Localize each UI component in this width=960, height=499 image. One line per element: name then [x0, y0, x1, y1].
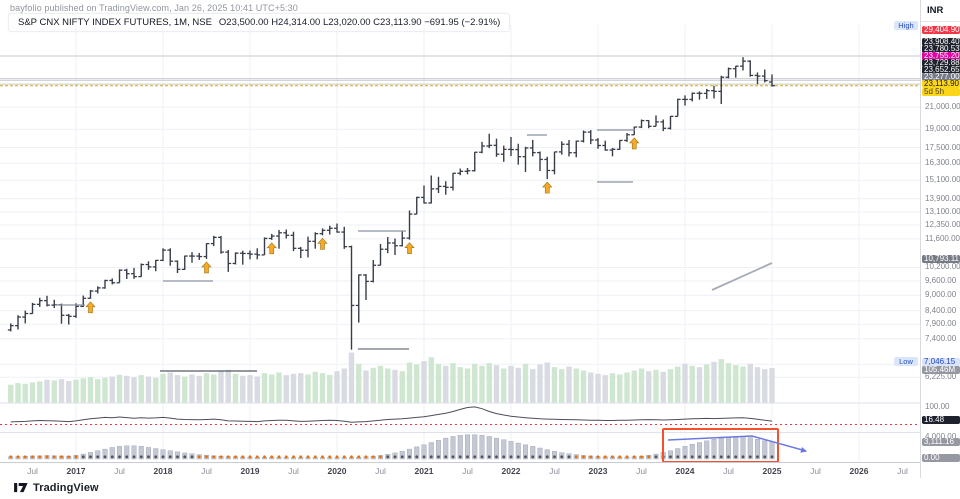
price-label: 16.48	[922, 416, 960, 424]
time-tick: 2025	[762, 466, 782, 476]
time-tick: Jul	[27, 466, 38, 476]
time-tick: Jul	[375, 466, 386, 476]
time-tick: 2021	[414, 466, 434, 476]
time-tick: Jul	[810, 466, 821, 476]
price-tick: 11,600.00	[925, 233, 960, 243]
time-tick: 2019	[240, 466, 260, 476]
price-tick: 12,350.00	[925, 219, 960, 229]
price-label: 105.46M	[922, 366, 960, 374]
time-scale[interactable]: Jul 2017 Jul 2018 Jul 2019 Jul 2020 Jul 2021 Jul 20…	[0, 462, 920, 479]
price-label: 5d 5h	[922, 87, 960, 96]
ohlc-quote: O23,500.00 H24,314.00 L23,020.00 C23,113…	[218, 17, 501, 28]
signal-dots	[9, 455, 774, 459]
time-tick: Jul	[897, 466, 908, 476]
time-tick: 2023	[588, 466, 608, 476]
price-label: 29,404.90	[922, 25, 960, 34]
price-tick: 9,600.00	[925, 275, 957, 285]
price-tick: 13,100.00	[925, 206, 960, 216]
time-tick: 2026	[849, 466, 869, 476]
tradingview-logo[interactable]: TradingView	[14, 481, 99, 494]
time-tick: 2020	[327, 466, 347, 476]
price-label: 0.00	[922, 454, 960, 462]
symbol-title: S&P CNX NIFTY INDEX FUTURES, 1M, NSE	[18, 17, 212, 28]
price-label: 10,793.11	[922, 254, 960, 263]
time-tick: 2018	[153, 466, 173, 476]
annotations[interactable]	[55, 129, 773, 372]
level-lines[interactable]	[0, 55, 920, 87]
time-tick: Jul	[636, 466, 647, 476]
time-tick: Jul	[288, 466, 299, 476]
price-label: 3,111.16	[922, 438, 960, 446]
low-badge: Low	[894, 357, 918, 366]
price-label: 7,046.15	[922, 358, 960, 366]
time-tick: 2017	[66, 466, 86, 476]
price-tick: 7,400.00	[925, 333, 957, 343]
time-tick: Jul	[114, 466, 125, 476]
tradingview-logo-icon	[14, 483, 28, 493]
attribution-text: bayfolio published on TradingView.com, J…	[10, 3, 298, 13]
price-tick: 17,500.00	[925, 142, 960, 152]
axis-separator	[921, 21, 960, 22]
price-label: 23,729.88	[922, 57, 960, 67]
price-tick: 15,100.00	[925, 175, 960, 185]
price-tick: 19,000.00	[925, 124, 960, 134]
price-scale[interactable]: INR 21,000.00 19,000.00 17,500.00 16,300.00…	[920, 0, 960, 478]
price-label: 23,277.00	[922, 71, 960, 81]
price-tick: 9,000.00	[925, 290, 957, 300]
symbol-info-pill[interactable]: S&P CNX NIFTY INDEX FUTURES, 1M, NSE O23,…	[8, 13, 511, 32]
time-tick: Jul	[549, 466, 560, 476]
price-label: 23,113.90	[922, 79, 960, 88]
price-tick: 7,900.00	[925, 319, 957, 329]
time-tick: 2022	[501, 466, 521, 476]
time-tick: Jul	[723, 466, 734, 476]
indicator-tick: 100.00	[925, 402, 950, 411]
price-bars	[7, 57, 775, 350]
price-tick: 21,000.00	[925, 102, 960, 111]
currency-label: INR	[927, 5, 944, 16]
high-badge: High	[894, 21, 918, 30]
price-tick: 10,200.00	[925, 262, 960, 272]
chart-canvas[interactable]	[0, 0, 920, 463]
price-label: 23,755.20	[922, 50, 960, 60]
price-tick: 8,400.00	[925, 305, 957, 315]
price-label: 23,780.53	[922, 43, 960, 53]
price-tick: 13,900.00	[925, 193, 960, 203]
volume-series	[8, 352, 775, 403]
indicator1-line	[0, 406, 920, 425]
tradingview-logo-text: TradingView	[33, 481, 99, 494]
price-tick: 16,300.00	[925, 158, 960, 168]
indicator2-histogram	[8, 434, 775, 460]
time-tick: Jul	[462, 466, 473, 476]
arrow-annotation	[667, 435, 807, 452]
time-tick: Jul	[201, 466, 212, 476]
chart-svg	[0, 25, 920, 463]
indicator-tick: 4,000.00	[925, 432, 957, 441]
pane-dividers	[0, 402, 920, 433]
price-label: 23,652.65	[922, 64, 960, 74]
price-tick: 6,225.00	[925, 372, 957, 382]
price-label: 23,908.40	[922, 36, 960, 46]
time-tick: 2024	[675, 466, 695, 476]
buy-markers[interactable]	[85, 137, 640, 314]
